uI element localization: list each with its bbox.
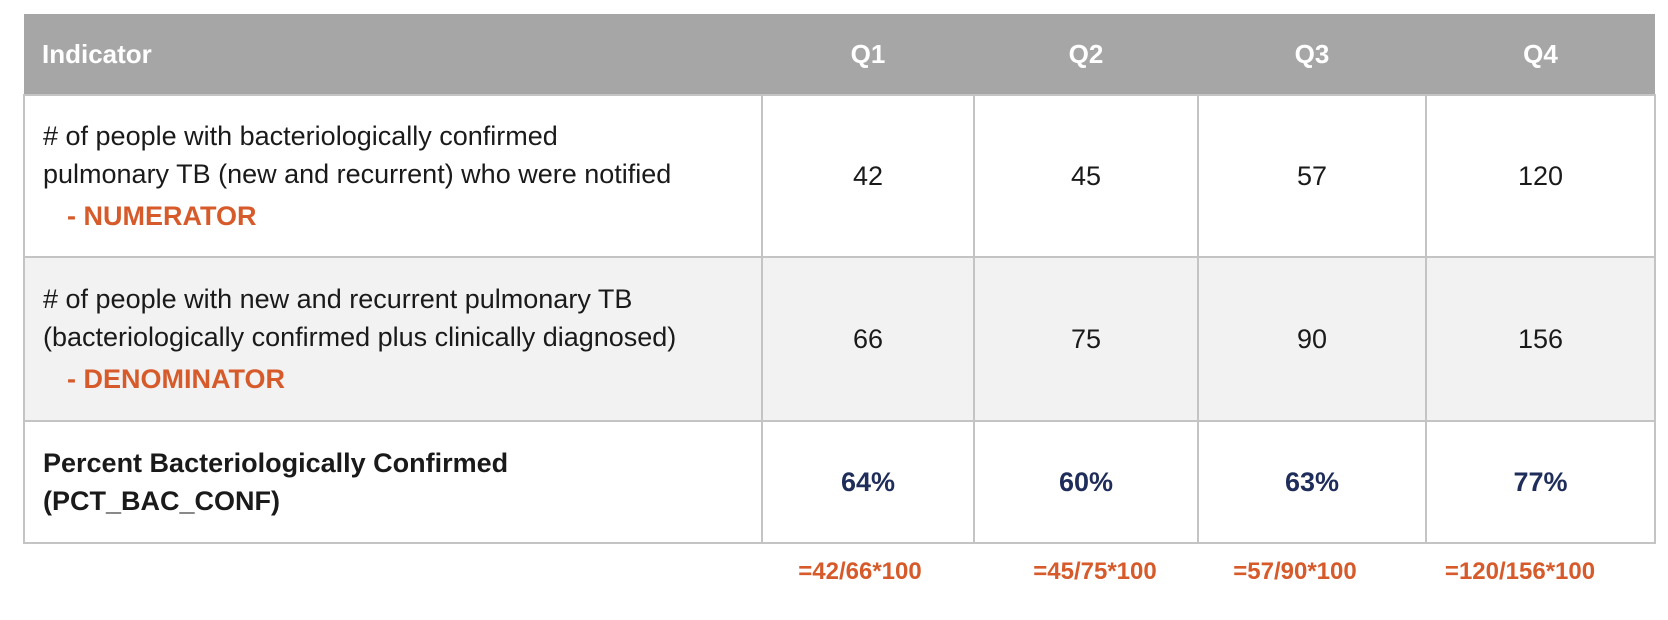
percent-q3-value: 63% [1284, 466, 1340, 497]
numerator-q4-value: 120 [1425, 94, 1656, 258]
numerator-text-line-1: # of people with bacteriologically confi… [43, 121, 558, 151]
formula-q3: =57/90*100 [1233, 558, 1357, 585]
numerator-q1-value: 42 [761, 94, 975, 258]
percent-label-line-1: Percent Bacteriologically Confirmed [43, 448, 509, 478]
denominator-text-line-1: # of people with new and recurrent pulmo… [43, 284, 633, 314]
numerator-role-label: - NUMERATOR [43, 197, 751, 235]
percent-q4-cell: 77% [1425, 420, 1656, 544]
numerator-text-line-2: pulmonary TB (new and recurrent) who wer… [43, 159, 672, 189]
formula-row: =42/66*100 =45/75*100 =57/90*100 =120/15… [0, 558, 1668, 598]
percent-q1-value: 64% [840, 466, 896, 497]
numerator-role-text: NUMERATOR [83, 201, 257, 231]
percent-q2-value: 60% [1058, 466, 1114, 497]
percent-q1-cell: 64% [761, 420, 975, 544]
denominator-q3-value: 90 [1197, 256, 1427, 422]
numerator-role-dash: - [67, 201, 84, 231]
formula-q1: =42/66*100 [798, 558, 922, 585]
header-indicator: Indicator [24, 14, 762, 95]
table-body: # of people with bacteriologically confi… [23, 94, 1656, 544]
denominator-q4-value: 156 [1425, 256, 1656, 422]
header-q4: Q4 [1426, 14, 1655, 95]
denominator-q1-value: 66 [761, 256, 975, 422]
denominator-role-text: DENOMINATOR [83, 364, 286, 394]
formula-q2: =45/75*100 [1033, 558, 1157, 585]
indicator-table-container: Indicator Q1 Q2 Q3 Q4 # of people with b… [23, 14, 1656, 544]
header-q2: Q2 [974, 14, 1198, 95]
denominator-q2-value: 75 [973, 256, 1199, 422]
numerator-q3-value: 57 [1197, 94, 1427, 258]
header-row: Indicator Q1 Q2 Q3 Q4 [24, 14, 1655, 95]
denominator-text-line-2: (bacteriologically confirmed plus clinic… [43, 322, 677, 352]
denominator-role-dash: - [67, 364, 84, 394]
percent-q4-value: 77% [1513, 466, 1568, 497]
header-q1: Q1 [762, 14, 974, 95]
percent-q2-cell: 60% [973, 420, 1199, 544]
header-q3: Q3 [1198, 14, 1426, 95]
table-header: Indicator Q1 Q2 Q3 Q4 [24, 14, 1655, 95]
numerator-indicator-cell: # of people with bacteriologically confi… [23, 94, 763, 258]
table-row-percent: Percent Bacteriologically Confirmed (PCT… [23, 420, 1656, 544]
denominator-role-label: - DENOMINATOR [43, 360, 751, 398]
percent-indicator-cell: Percent Bacteriologically Confirmed (PCT… [23, 420, 763, 544]
formula-q4: =120/156*100 [1444, 558, 1596, 585]
denominator-indicator-cell: # of people with new and recurrent pulmo… [23, 256, 763, 422]
table-row-numerator: # of people with bacteriologically confi… [23, 94, 1656, 258]
percent-q3-cell: 63% [1197, 420, 1427, 544]
table-row-denominator: # of people with new and recurrent pulmo… [23, 256, 1656, 422]
indicator-table: Indicator Q1 Q2 Q3 Q4 # of people with b… [23, 14, 1656, 544]
numerator-q2-value: 45 [973, 94, 1199, 258]
percent-label-line-2: (PCT_BAC_CONF) [43, 486, 281, 516]
